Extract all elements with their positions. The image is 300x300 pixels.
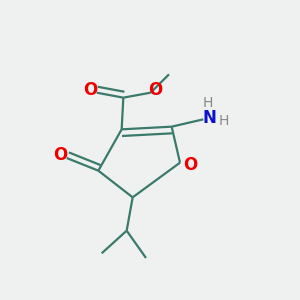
Text: N: N (202, 109, 216, 127)
Text: O: O (183, 156, 197, 174)
Text: H: H (218, 114, 229, 128)
Text: O: O (148, 81, 163, 99)
Text: H: H (202, 96, 213, 110)
Text: O: O (83, 81, 98, 99)
Text: O: O (53, 146, 67, 164)
